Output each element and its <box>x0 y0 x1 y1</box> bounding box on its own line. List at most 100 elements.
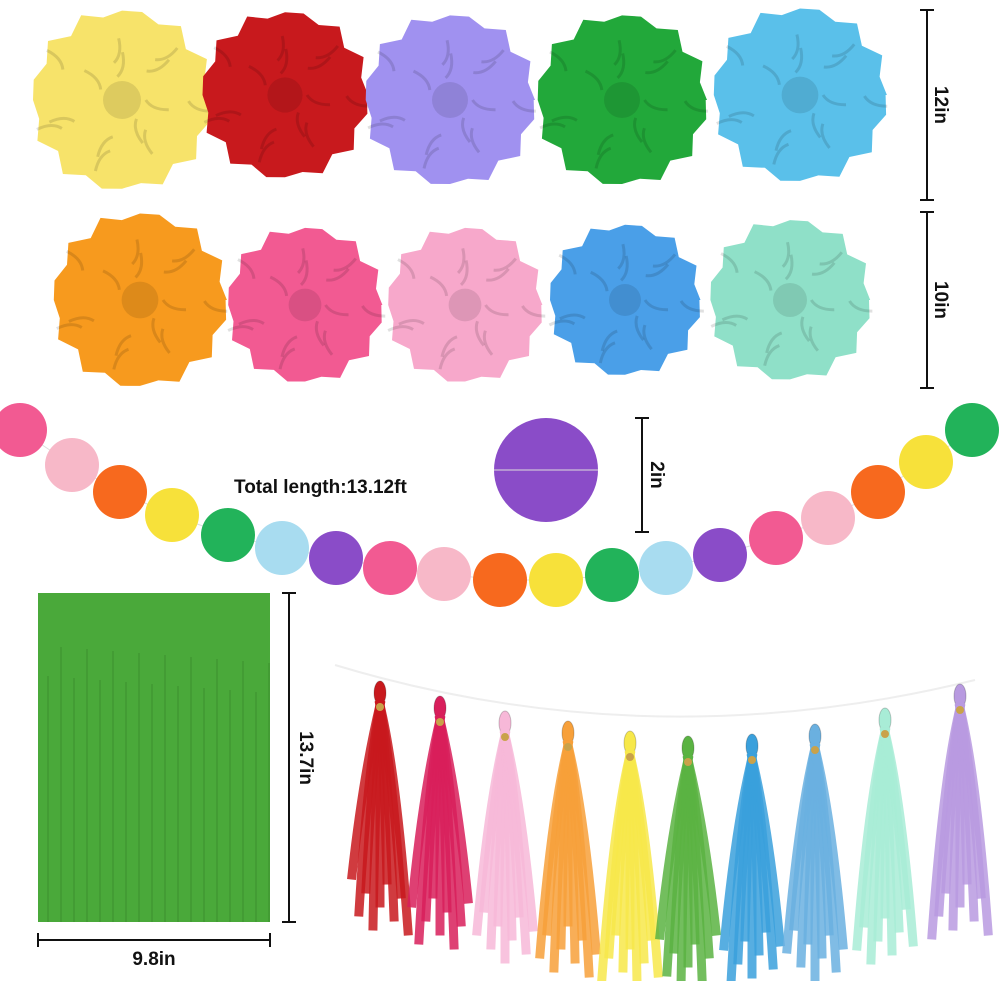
pom-pom-fold <box>710 321 738 328</box>
pom-pom-fold <box>154 47 179 62</box>
pom-pom-fold <box>642 324 653 351</box>
pom-pom-fold <box>551 115 578 123</box>
pom-pom-fold <box>134 252 144 279</box>
pom-pom <box>202 12 370 178</box>
pom-pom-body <box>53 213 227 386</box>
pom-pom-fold <box>257 140 275 163</box>
pom-pom-fold <box>377 50 396 72</box>
pom-pom-fold <box>811 261 836 276</box>
garland-circle <box>417 547 471 601</box>
pom-pom-fold <box>461 117 472 143</box>
pom-pom-fold <box>278 347 296 370</box>
pom-pom-fold <box>643 99 668 112</box>
tassel <box>927 683 993 940</box>
pom-pom-fold <box>558 253 577 275</box>
pom-pom-fold <box>753 270 773 291</box>
garland-circle <box>749 511 803 565</box>
pom-pom-fold <box>596 133 614 156</box>
garland-circle <box>529 553 583 607</box>
decorations <box>0 8 999 981</box>
pom-pom-fold <box>645 263 670 278</box>
garland-circle <box>0 403 47 457</box>
pom-pom-fold <box>96 135 114 158</box>
garland-circle <box>145 488 199 542</box>
tassel <box>655 735 721 981</box>
pom-pom-fold <box>820 123 831 149</box>
pom-pom-fold <box>238 318 265 326</box>
pom-pom-center <box>121 281 159 319</box>
pom-pom-fold <box>493 257 517 272</box>
pom-pom-fold <box>133 118 144 144</box>
tassel-strand <box>434 714 473 904</box>
tassel <box>472 710 538 964</box>
pom-pom-center <box>448 288 482 322</box>
pom-pom-fold <box>305 94 331 107</box>
tassel <box>347 680 413 936</box>
pom-pom-fold <box>848 300 873 313</box>
garland-circle <box>801 491 855 545</box>
size-label: 9.8in <box>132 949 175 970</box>
pom-pom-center <box>103 81 141 119</box>
pom-pom-fold <box>484 304 509 317</box>
pom-pom-fold <box>304 122 315 148</box>
pom-pom <box>387 227 546 382</box>
pom-pom <box>548 224 704 375</box>
pom-pom-fold <box>171 248 196 263</box>
pom-pom-fold <box>367 122 394 130</box>
pom-pom-fold <box>643 299 669 312</box>
pom-pom-fold <box>791 34 800 61</box>
pom-pom-body <box>710 220 871 380</box>
pom-pom-fold <box>441 39 450 66</box>
pom-pom-fold <box>68 316 95 323</box>
garland-circle <box>851 465 905 519</box>
tassel-knot <box>881 730 889 738</box>
pom-pom-body <box>365 15 535 185</box>
garland-circle <box>309 531 363 585</box>
pom-pom-fold <box>616 53 626 80</box>
tassel-knot <box>564 743 572 751</box>
pom-pom-fold <box>511 100 536 113</box>
pom-pom-body <box>550 224 701 375</box>
tassel-knot <box>956 706 964 714</box>
pom-pom-body <box>537 15 707 185</box>
pom-pom-fold <box>762 64 781 86</box>
pom-pom-fold <box>276 35 285 62</box>
pom-pom-fold <box>721 314 749 322</box>
pom-pom-fold <box>237 258 256 279</box>
pom-pom-fold <box>548 319 576 327</box>
tassel-string <box>334 664 976 718</box>
pom-pom-fold <box>279 48 289 75</box>
garland-circle <box>363 541 417 595</box>
pom-pom-fold <box>296 248 306 274</box>
pom-pom-fold <box>269 275 289 297</box>
pom-pom-fold <box>620 255 629 282</box>
pom-pom-fold <box>315 45 340 60</box>
tassel-strand <box>682 754 721 936</box>
pom-pom-fold <box>594 146 612 169</box>
tassel-knot <box>501 733 509 741</box>
pom-pom-fold <box>811 112 822 139</box>
pom-pom-fold <box>716 118 743 125</box>
pom-pom-fold <box>774 129 792 152</box>
pom-pom <box>227 227 386 382</box>
pom-pom-fold <box>398 318 425 326</box>
pom-pom-fold <box>521 305 546 318</box>
pom-pom-fold <box>114 334 132 357</box>
pom-pom-fold <box>645 60 669 75</box>
pom-pom-fold <box>314 320 325 347</box>
pom-pom-center <box>267 77 303 113</box>
pom-pom-fold <box>765 331 783 354</box>
tassel-knot <box>684 758 692 766</box>
pom-pom-fold <box>539 122 566 130</box>
pom-pom-body <box>202 12 369 178</box>
pom-pom-fold <box>772 142 790 165</box>
pom-pom-fold <box>322 330 334 356</box>
tassel <box>782 723 848 981</box>
pom-pom-fold <box>412 69 432 91</box>
pom-pom-fold <box>144 99 169 112</box>
pom-pom-fold <box>345 95 370 108</box>
pom-pom-fold <box>653 49 677 64</box>
pom-pom-fold <box>112 37 122 64</box>
